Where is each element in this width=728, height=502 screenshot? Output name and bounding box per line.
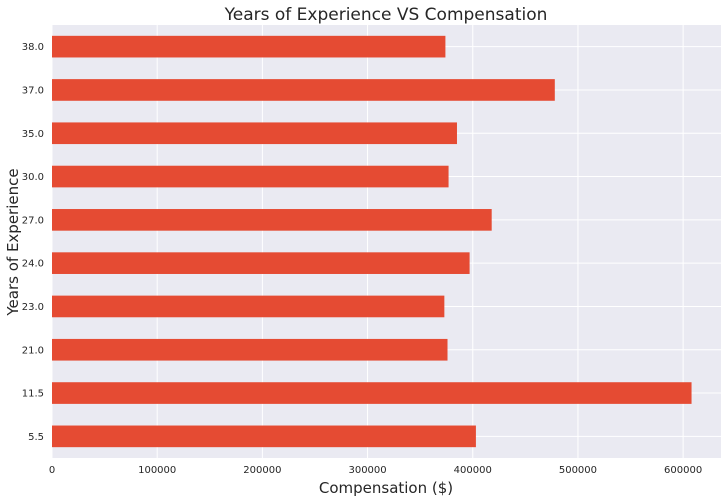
y-axis-label: Years of Experience [4, 168, 22, 316]
x-tick-label: 300000 [348, 465, 386, 476]
y-tick-label: 30.0 [22, 172, 44, 183]
bar-35-0 [52, 122, 457, 145]
y-tick-labels: 38.0 37.0 35.0 30.0 27.0 24.0 23.0 21.0 11.5 5.5 [22, 42, 44, 443]
x-tick-label: 500000 [559, 465, 597, 476]
x-tick-label: 200000 [243, 465, 281, 476]
y-tick-label: 27.0 [22, 215, 44, 226]
x-tick-label: 0 [49, 465, 55, 476]
bar-24-0 [52, 252, 470, 274]
bar-30-0 [52, 165, 449, 188]
bar-11-5 [52, 382, 692, 404]
x-tick-label: 100000 [138, 465, 176, 476]
y-tick-label: 21.0 [22, 345, 44, 356]
y-tick-label: 11.5 [22, 389, 44, 400]
x-tick-label: 600000 [664, 465, 702, 476]
chart-title: Years of Experience VS Compensation [224, 5, 548, 25]
y-tick-label: 35.0 [22, 129, 44, 140]
bar-37-0 [52, 79, 555, 101]
bar-5-5 [52, 425, 476, 448]
y-tick-label: 38.0 [22, 42, 44, 53]
x-axis-label: Compensation ($) [319, 479, 453, 497]
y-tick-label: 37.0 [22, 85, 44, 96]
bar-38-0 [52, 35, 446, 58]
x-tick-label: 400000 [454, 465, 492, 476]
y-tick-label: 23.0 [22, 302, 44, 313]
bar-27-0 [52, 209, 492, 231]
bars [52, 35, 692, 448]
bar-23-0 [52, 295, 445, 318]
y-tick-label: 5.5 [28, 432, 44, 443]
bar-21-0 [52, 338, 448, 361]
x-tick-labels: 0 100000 200000 300000 400000 500000 600000 [49, 465, 702, 476]
y-tick-label: 24.0 [22, 259, 44, 270]
